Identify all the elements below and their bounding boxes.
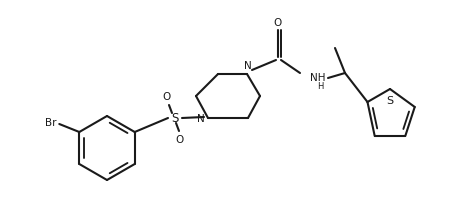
- Text: O: O: [273, 18, 282, 28]
- Text: NH: NH: [309, 73, 325, 83]
- Text: O: O: [163, 92, 171, 102]
- Text: S: S: [171, 111, 178, 125]
- Text: Br: Br: [44, 118, 56, 128]
- Text: N: N: [197, 114, 205, 124]
- Text: S: S: [386, 96, 393, 106]
- Text: N: N: [244, 61, 251, 71]
- Text: O: O: [175, 135, 184, 145]
- Text: H: H: [316, 82, 323, 91]
